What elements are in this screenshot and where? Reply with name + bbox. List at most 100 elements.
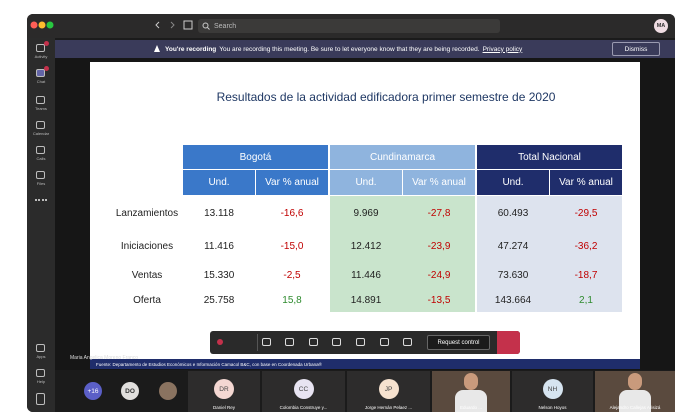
back-arrow[interactable] [155, 21, 160, 29]
tile-photo-body [455, 390, 487, 412]
table-cell: 11.416 [204, 241, 234, 252]
hang-up-button[interactable] [497, 331, 520, 354]
row-label: Ventas [131, 269, 163, 281]
window-controls [30, 21, 160, 29]
rail-icon[interactable] [36, 96, 45, 104]
rail-badge [44, 66, 49, 71]
table-cell: -27,8 [427, 207, 451, 219]
close-dot[interactable] [30, 21, 38, 29]
table-cell: 73.630 [497, 269, 529, 281]
tile-avatar: CC [293, 379, 314, 399]
rail-icon[interactable] [36, 146, 45, 154]
control-icon[interactable] [309, 338, 318, 346]
table-cell: -36,2 [574, 241, 598, 252]
user-avatar[interactable]: MA [654, 19, 668, 33]
dismiss-button[interactable]: Dismiss [612, 42, 660, 56]
column-header: Und. [183, 170, 255, 195]
participant-photo[interactable] [159, 382, 177, 400]
rail-label: Chat [36, 78, 46, 84]
compose-icon[interactable] [183, 20, 193, 30]
tile-photo-head [464, 373, 478, 390]
tile-name: Jorge Hernán Pelaez ... [364, 405, 413, 410]
row-label: Lanzamientos [115, 207, 179, 219]
device-icon[interactable] [36, 393, 45, 405]
table-cell: 25.758 [203, 294, 235, 306]
column-header: Var % anual [256, 170, 328, 195]
request-control-button[interactable]: Request control [427, 335, 490, 350]
tile-avatar: JP [378, 379, 399, 399]
table-cell: 60.493 [497, 207, 529, 219]
source-strip: Fuente: Departamento de Estudios Económi… [90, 359, 640, 369]
rail-icon[interactable] [36, 69, 45, 77]
rail-label: Teams [35, 105, 47, 111]
table-cell: 143.664 [494, 294, 532, 306]
group-header: Cundinamarca [330, 145, 475, 169]
rail-label: Calls [36, 155, 46, 161]
rail-icon[interactable] [36, 121, 45, 129]
rail-label: Calendar [32, 130, 50, 136]
banner-message: You are recording this meeting. Be sure … [219, 45, 480, 53]
zoom-dot[interactable] [46, 21, 54, 29]
group-body [330, 196, 475, 312]
rail-icon[interactable] [36, 369, 45, 377]
table-cell: -2,5 [283, 269, 301, 281]
tile-avatar: DR [214, 379, 234, 399]
control-icon[interactable] [403, 338, 412, 346]
group-header: Bogotá [183, 145, 328, 169]
table-cell: -16,6 [280, 207, 304, 219]
forward-arrow[interactable] [170, 21, 175, 29]
rail-icon[interactable] [36, 171, 45, 179]
tile-name: Eduardo ... [459, 405, 482, 410]
table-cell: -13,5 [427, 294, 451, 306]
rail-icon[interactable] [36, 344, 45, 352]
table-cell: 12.412 [350, 241, 382, 252]
table-cell: -29,5 [574, 207, 598, 219]
presenter-name: Maria Angelica Moreno Franco [70, 354, 139, 361]
group-body [183, 196, 328, 312]
table-cell: 13.118 [204, 207, 234, 219]
search-box[interactable]: Search [198, 19, 500, 33]
table-cell: 2,1 [579, 294, 593, 306]
tile-name: Daniel Rey [212, 405, 235, 410]
table-cell: -15,0 [280, 241, 304, 252]
search-placeholder: Search [214, 22, 237, 30]
rail-label: Files [36, 180, 46, 186]
control-icon[interactable] [332, 338, 341, 346]
tile-photo-body [619, 390, 651, 412]
table-cell: 14.891 [350, 294, 382, 306]
column-header: Var % anual [550, 170, 622, 195]
row-label: Iniciaciones [120, 241, 174, 252]
tile-name: Alejandro Callejas Arisizá [609, 405, 661, 410]
tile-photo-head [628, 373, 642, 390]
group-header: Total Nacional [477, 145, 622, 169]
control-icon[interactable] [380, 338, 389, 346]
record-dot[interactable] [217, 339, 223, 345]
rail-icon[interactable] [36, 44, 45, 52]
control-icon[interactable] [262, 338, 271, 346]
control-icon[interactable] [356, 338, 365, 346]
group-body [477, 196, 622, 312]
table-cell: -23,9 [427, 241, 451, 252]
rail-label: Activity [34, 53, 48, 59]
slide-title: Resultados de la actividad edificadora p… [216, 90, 556, 104]
minimize-dot[interactable] [38, 21, 46, 29]
nav-icons [170, 20, 193, 30]
participant-avatar[interactable]: DO [121, 382, 139, 400]
banner-title: You're recording [165, 45, 217, 53]
overflow-count[interactable]: +16 [84, 382, 102, 400]
control-icon[interactable] [285, 338, 294, 346]
table-cell: 47.274 [497, 241, 529, 252]
table-cell: 15,8 [282, 294, 302, 306]
table-cell: 9.969 [353, 207, 379, 219]
table-cell: -24,9 [427, 269, 451, 281]
rail-more[interactable] [35, 199, 47, 203]
column-header: Und. [477, 170, 549, 195]
search-icon [202, 22, 210, 30]
table-cell: 15.330 [203, 269, 235, 281]
recording-banner: You're recording You are recording this m… [55, 40, 675, 58]
rail-label: Help [36, 378, 46, 384]
privacy-link[interactable]: Privacy policy [482, 45, 523, 53]
title-bar: Search MA [27, 14, 675, 38]
column-header: Und. [330, 170, 402, 195]
